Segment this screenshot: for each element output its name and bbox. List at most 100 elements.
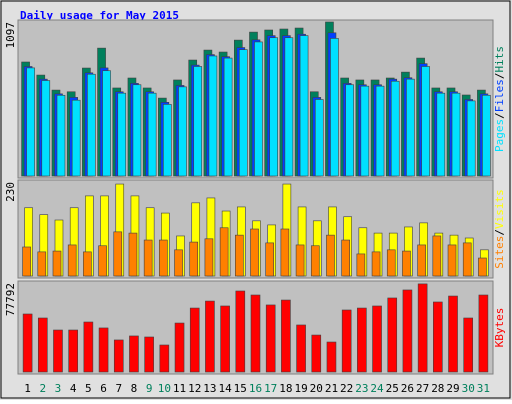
- bar: [189, 241, 199, 277]
- bar: [466, 100, 476, 177]
- bar: [326, 341, 337, 373]
- bar: [295, 244, 305, 277]
- bar: [421, 66, 430, 177]
- bar: [83, 251, 92, 277]
- x-tick-label: 25: [386, 382, 399, 395]
- x-tick-label: 10: [158, 382, 171, 395]
- bar: [433, 301, 443, 373]
- bar: [98, 327, 109, 373]
- legend-entry: Hits: [493, 46, 506, 73]
- bar: [254, 41, 263, 177]
- bar: [129, 335, 139, 373]
- bar: [281, 299, 291, 373]
- bar: [402, 289, 413, 373]
- x-tick-label: 18: [279, 382, 292, 395]
- bar: [68, 329, 78, 373]
- bar: [402, 250, 411, 277]
- x-tick-label: 12: [188, 382, 201, 395]
- x-tick-label: 26: [401, 382, 414, 395]
- legend: KBytes: [493, 308, 506, 348]
- x-tick-label: 20: [310, 382, 323, 395]
- bar: [204, 238, 214, 277]
- bar: [310, 245, 320, 277]
- x-tick-label: 6: [100, 382, 107, 395]
- x-tick-label: 28: [431, 382, 444, 395]
- x-tick-label: 23: [355, 382, 368, 395]
- x-tick-label: 31: [477, 382, 490, 395]
- bar: [117, 92, 127, 177]
- legend-separator: /: [493, 229, 506, 236]
- bar: [406, 78, 415, 177]
- bar: [102, 70, 111, 177]
- bar: [478, 257, 487, 277]
- bar: [22, 313, 33, 373]
- bar: [128, 232, 138, 277]
- bar: [372, 305, 382, 373]
- bar: [299, 35, 309, 177]
- legend: Pages/Files/Hits: [493, 46, 506, 152]
- bar: [37, 317, 48, 373]
- legend-entry: KBytes: [493, 308, 506, 348]
- y-tick-label: 1097: [4, 22, 17, 49]
- bar: [478, 294, 489, 373]
- bar: [341, 309, 352, 373]
- bar: [235, 234, 244, 277]
- bar: [53, 329, 63, 373]
- legend-separator: /: [493, 112, 506, 119]
- bar: [250, 294, 261, 373]
- bar: [451, 92, 461, 177]
- x-tick-label: 17: [264, 382, 277, 395]
- x-tick-label: 14: [218, 382, 232, 395]
- x-tick-label: 7: [115, 382, 122, 395]
- bar: [386, 249, 396, 277]
- legend-entry: Pages: [493, 119, 506, 152]
- bar: [417, 244, 426, 277]
- bar: [314, 99, 324, 177]
- bar: [357, 307, 367, 373]
- bar: [436, 92, 446, 177]
- x-tick-label: 11: [173, 382, 186, 395]
- chart-title: Daily usage for May 2015: [20, 9, 179, 22]
- x-tick-label: 5: [85, 382, 92, 395]
- x-tick-label: 8: [131, 382, 138, 395]
- x-tick-label: 21: [325, 382, 338, 395]
- bar: [463, 317, 474, 373]
- x-tick-label: 16: [249, 382, 262, 395]
- bar: [341, 239, 350, 277]
- bar: [67, 244, 77, 277]
- bar: [159, 344, 170, 373]
- legend-entry: Sites: [493, 236, 506, 269]
- bar: [432, 235, 442, 277]
- bar: [482, 94, 491, 177]
- bar: [41, 80, 51, 177]
- bar: [132, 84, 142, 177]
- legend-entry: Files: [493, 79, 506, 112]
- bar: [220, 305, 230, 373]
- bar: [159, 239, 168, 277]
- bar: [265, 242, 274, 277]
- x-tick-label: 30: [462, 382, 475, 395]
- x-tick-label: 3: [55, 382, 62, 395]
- bar: [113, 339, 124, 373]
- bar: [356, 253, 366, 277]
- bar: [71, 99, 81, 177]
- bar: [284, 37, 294, 177]
- bar: [371, 251, 381, 277]
- bar: [239, 49, 248, 177]
- bar: [147, 92, 157, 177]
- bar: [163, 104, 172, 177]
- bar: [178, 86, 187, 177]
- x-tick-label: 22: [340, 382, 353, 395]
- legend-separator: /: [493, 73, 506, 80]
- bar: [269, 37, 278, 177]
- bar: [235, 290, 246, 373]
- bar: [26, 67, 35, 177]
- bar: [174, 322, 185, 373]
- bar: [417, 283, 428, 373]
- bar: [52, 250, 62, 277]
- bar: [98, 245, 107, 277]
- x-tick-label: 24: [370, 382, 384, 395]
- bar: [223, 57, 233, 177]
